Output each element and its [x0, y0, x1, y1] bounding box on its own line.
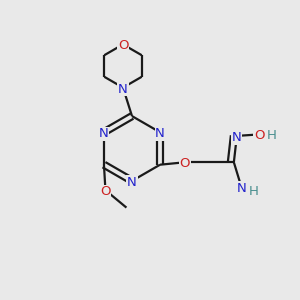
Text: O: O	[100, 185, 111, 198]
Text: O: O	[254, 129, 265, 142]
Text: N: N	[99, 127, 109, 140]
Text: H: H	[249, 185, 259, 198]
Text: N: N	[236, 182, 246, 195]
Text: N: N	[127, 176, 137, 189]
Text: N: N	[118, 82, 128, 96]
Text: N: N	[232, 131, 242, 144]
Text: O: O	[179, 157, 190, 170]
Text: N: N	[155, 127, 165, 140]
Text: H: H	[267, 129, 277, 142]
Text: O: O	[118, 39, 128, 52]
